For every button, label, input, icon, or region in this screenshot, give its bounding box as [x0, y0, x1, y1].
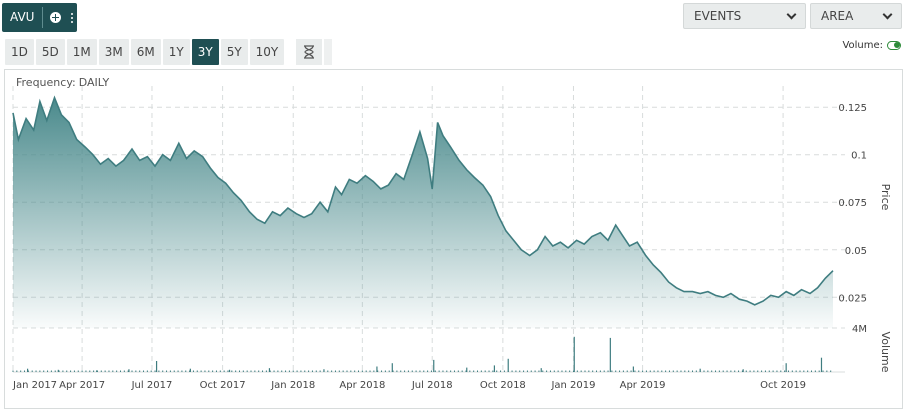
- range-button-5d[interactable]: 5D: [35, 39, 65, 65]
- hourglass-icon[interactable]: [296, 39, 323, 65]
- range-button-1y[interactable]: 1Y: [162, 39, 190, 65]
- more-options-icon[interactable]: [67, 3, 77, 32]
- range-button-3y[interactable]: 3Y: [191, 39, 219, 65]
- frequency-indicator: Frequency: DAILY: [13, 76, 109, 89]
- add-comparison-button[interactable]: [43, 3, 67, 32]
- range-button-5y[interactable]: 5Y: [220, 39, 248, 65]
- range-spacer: [286, 39, 294, 65]
- time-tick-label: Apr 2018: [339, 380, 385, 391]
- time-tick-label: Jul 2018: [411, 380, 453, 391]
- price-tick-label: 0.125: [838, 103, 867, 114]
- range-selector: 1D 5D 1M 3M 6M 1Y 3Y 5Y 10Y: [5, 39, 333, 65]
- volume-toggle[interactable]: Volume:: [842, 40, 901, 51]
- range-button-1d[interactable]: 1D: [5, 39, 34, 65]
- time-tick-label: Oct 2019: [760, 380, 806, 391]
- time-tick-label: Oct 2017: [200, 380, 246, 391]
- time-tick-label: Apr 2019: [620, 380, 666, 391]
- time-tick-label: Jan 2018: [270, 380, 315, 391]
- range-extra-button[interactable]: [324, 39, 333, 65]
- chevron-down-icon: [786, 9, 797, 19]
- price-axis-label: Price: [879, 184, 892, 211]
- price-tick-label: 0.025: [838, 293, 867, 304]
- price-tick-label: 0.05: [845, 246, 867, 257]
- ticker-chip[interactable]: AVU: [2, 3, 78, 32]
- chart-panel: Frequency: DAILY 0.125 0.1 0.075 0.05 0.025 4M…: [4, 69, 903, 409]
- frequency-value: DAILY: [78, 76, 110, 89]
- chevron-down-icon: [882, 9, 893, 19]
- ticker-symbol[interactable]: AVU: [10, 10, 35, 24]
- price-tick-label: 0.1: [851, 151, 867, 162]
- time-tick-label: Apr 2017: [59, 380, 105, 391]
- range-button-10y[interactable]: 10Y: [249, 39, 285, 65]
- events-dropdown[interactable]: EVENTS: [683, 3, 806, 29]
- volume-axis-label: Volume: [879, 332, 892, 373]
- chart-type-dropdown-label: AREA: [821, 9, 854, 23]
- time-tick-label: Jan 2017: [12, 380, 57, 391]
- toggle-switch-icon[interactable]: [887, 41, 901, 50]
- price-tick-label: 0.075: [838, 198, 867, 209]
- plus-circle-icon: [49, 12, 61, 23]
- frequency-label: Frequency:: [16, 76, 76, 89]
- range-button-1m[interactable]: 1M: [66, 39, 97, 65]
- events-dropdown-label: EVENTS: [694, 9, 742, 23]
- price-line: [12, 95, 834, 306]
- volume-tick-label: 4M: [852, 324, 867, 335]
- time-tick-label: Oct 2018: [480, 380, 526, 391]
- ticker-divider: [42, 7, 44, 28]
- time-tick-label: Jul 2017: [131, 380, 173, 391]
- volume-toggle-label: Volume:: [842, 40, 883, 51]
- time-tick-label: Jan 2019: [550, 380, 595, 391]
- price-area: [13, 97, 833, 328]
- range-button-6m[interactable]: 6M: [130, 39, 161, 65]
- range-button-3m[interactable]: 3M: [98, 39, 129, 65]
- chart-type-dropdown[interactable]: AREA: [810, 3, 902, 29]
